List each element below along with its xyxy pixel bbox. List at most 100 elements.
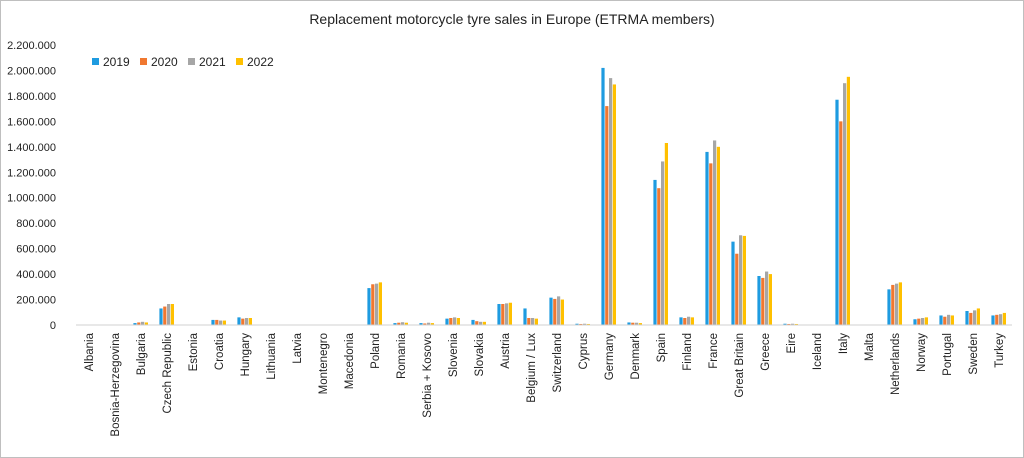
x-category-label: Slovenia (448, 332, 460, 377)
bar (705, 151, 709, 325)
bar (419, 323, 423, 325)
x-category-label: Belgium / Lux (526, 333, 538, 403)
bar (423, 323, 427, 325)
x-category-label: France (708, 333, 720, 369)
bar (791, 323, 795, 325)
bar (895, 283, 899, 325)
bar (211, 319, 215, 325)
bar (219, 320, 223, 325)
bar (605, 106, 609, 325)
y-tick-label: 2.000.000 (7, 65, 56, 77)
bar (609, 78, 613, 325)
x-category-label: Finland (682, 333, 694, 371)
bar (631, 322, 635, 325)
bar (133, 323, 137, 325)
bar (973, 310, 977, 325)
x-category-label: Slovakia (474, 332, 486, 376)
bar (586, 323, 590, 325)
bar (241, 318, 245, 325)
bar (579, 323, 583, 325)
x-category-label: Malta (864, 332, 876, 361)
x-category-label: Hungary (240, 333, 252, 377)
bar (969, 312, 973, 325)
bar (367, 288, 371, 325)
y-axis-tick-labels: 0 200.000 400.000 600.000 800.000 1.000.000 1.… (7, 40, 56, 332)
x-category-label: Turkey (994, 333, 1006, 368)
bar (735, 253, 739, 325)
bar (913, 319, 917, 325)
bar (635, 322, 639, 325)
x-category-label: Bulgaria (136, 332, 148, 375)
x-axis-category-labels: Albania Bosnia-Herzegovina Bulgaria Czech R… (84, 332, 1006, 436)
bar (690, 317, 694, 325)
bar (731, 241, 735, 325)
bar (921, 318, 925, 325)
bar (765, 271, 769, 325)
bar (709, 163, 713, 325)
bar (215, 319, 219, 325)
bar (170, 304, 174, 325)
x-category-label: Netherlands (890, 333, 902, 395)
bar (583, 323, 587, 325)
x-category-label: Spain (656, 333, 668, 362)
bar (601, 67, 605, 325)
chart-title: Replacement motorcycle tyre sales in Eur… (309, 11, 714, 27)
bar (553, 298, 557, 325)
bar (999, 314, 1003, 325)
bar (523, 308, 527, 325)
x-category-label: Serbia + Kosovo (422, 333, 434, 418)
bar (549, 297, 553, 325)
bar (378, 282, 382, 325)
bar (687, 316, 691, 325)
bar (453, 317, 457, 325)
x-category-label: Bosnia-Herzegovina (110, 332, 122, 436)
bar (739, 235, 743, 325)
bar (612, 84, 616, 325)
x-category-label: Italy (838, 333, 850, 354)
bar (137, 322, 141, 325)
x-category-label: Norway (916, 333, 928, 372)
bar (430, 323, 434, 325)
bar (787, 323, 791, 325)
x-category-label: Albania (84, 332, 96, 371)
x-category-label: Eire (786, 333, 798, 353)
bar (991, 315, 995, 325)
legend-swatch (236, 58, 243, 65)
y-tick-label: 600.000 (16, 244, 56, 256)
bar (401, 322, 405, 325)
bar (683, 318, 687, 325)
x-category-label: Portugal (942, 333, 954, 376)
bar (891, 284, 895, 325)
bar (393, 323, 397, 325)
y-tick-label: 400.000 (16, 269, 56, 281)
bar (445, 318, 449, 325)
legend-label: 2021 (199, 55, 226, 69)
legend-swatch (92, 58, 99, 65)
bar (757, 276, 761, 325)
bar (141, 321, 145, 325)
x-category-label: Great Britain (734, 333, 746, 398)
bar (947, 314, 951, 325)
bar (475, 321, 479, 325)
y-tick-label: 1.400.000 (7, 142, 56, 154)
bar (375, 283, 379, 325)
legend-label: 2019 (103, 55, 130, 69)
bar (794, 323, 798, 325)
bar (843, 83, 847, 326)
bar (950, 315, 954, 325)
legend-swatch (140, 58, 147, 65)
bar (898, 282, 902, 325)
y-tick-label: 200.000 (16, 295, 56, 307)
bar (664, 143, 668, 325)
bar (471, 319, 475, 325)
y-tick-label: 800.000 (16, 218, 56, 230)
x-category-label: Czech Republic (162, 333, 174, 414)
bar (557, 296, 561, 325)
bar (713, 140, 717, 325)
y-tick-label: 1.800.000 (7, 91, 56, 103)
x-category-label: Denmark (630, 333, 642, 380)
x-category-label: Greece (760, 333, 772, 371)
bar (237, 317, 241, 325)
bar (505, 303, 509, 325)
